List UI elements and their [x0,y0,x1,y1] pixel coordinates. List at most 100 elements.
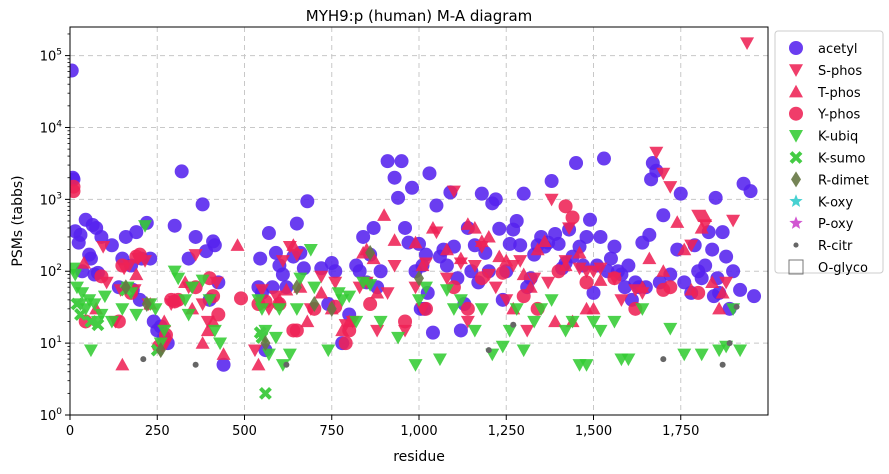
s-phos-point [520,324,535,338]
y-tick-label: 100 [40,407,63,424]
y-phos-point [211,307,226,322]
k-ubiq-point [467,324,482,338]
t-phos-point [366,251,381,265]
legend-marker-y-phos [789,106,803,121]
k-ubiq-point [418,281,433,295]
x-tick-label: 1,500 [575,424,612,439]
k-ubiq-point [694,348,709,362]
k-ubiq-point [712,344,727,358]
y-phos-point [342,323,357,338]
t-phos-point [439,242,454,256]
legend-label-r-dimet: R-dimet [818,173,869,188]
acetyl-point [439,258,454,273]
acetyl-point [733,282,748,297]
x-tick-label: 0 [66,424,74,439]
acetyl-point [705,242,720,257]
s-phos-point [649,146,664,160]
y-phos-point [94,269,109,284]
y-phos-point [565,210,580,225]
legend-frame [774,30,884,274]
legend-marker-acetyl [789,41,803,55]
k-ubiq-point [195,274,210,288]
k-ubiq-point [565,315,580,329]
acetyl-point [394,154,409,169]
legend-label-k-oxy: K-oxy [818,195,853,210]
s-phos-point [527,272,542,286]
k-ubiq-point [261,348,276,362]
acetyl-point [296,261,311,276]
k-sumo-point [84,315,98,328]
y-phos-point [398,314,413,329]
t-phos-point [387,233,402,246]
r-dimet-point [365,244,376,261]
s-phos-point [488,281,503,295]
k-ubiq-point [335,294,350,307]
s-phos-point [562,222,577,235]
k-ubiq-point [509,303,524,316]
legend-label-p-oxy: P-oxy [818,217,854,232]
k-ubiq-point [129,308,144,322]
r-citr-point [733,303,740,310]
s-phos-point [513,255,528,268]
acetyl-point [429,198,444,213]
t-phos-point [593,273,608,286]
k-ubiq-point [534,303,549,316]
t-phos-point [415,258,430,272]
acetyl-point [328,264,343,279]
t-phos-point [342,314,357,328]
acetyl-point [708,190,723,205]
s-phos-point [684,239,699,253]
t-phos-point [314,285,329,299]
k-ubiq-point [138,220,153,233]
acetyl-point [70,63,79,78]
r-dimet-point [260,335,271,352]
acetyl-point [492,221,507,236]
k-ubiq-point [87,298,102,312]
y-phos-point [474,271,489,286]
t-phos-point [712,301,727,315]
y-phos-point [579,275,594,290]
t-phos-point [408,235,423,249]
data-points [70,37,762,400]
k-ubiq-point [251,294,266,307]
t-phos-point [460,217,475,230]
t-phos-point [377,208,392,221]
k-ubiq-point [391,331,406,345]
k-ubiq-point [303,244,318,257]
s-phos-point [460,315,475,329]
r-citr-point [140,356,147,363]
t-phos-point [670,215,685,228]
legend-marker-k-oxy [789,194,803,207]
k-ubiq-point [282,348,297,362]
legend: acetyl S-phos T-phos Y-phos K-ubiq K-sumo R-di… [774,30,884,276]
k-ubiq-point [70,268,83,282]
acetyl-point [579,229,594,244]
s-phos-point [593,262,608,276]
k-ubiq-point [75,287,90,300]
t-phos-point [467,220,482,234]
acetyl-point [195,197,210,212]
t-phos-point [586,301,601,315]
t-phos-point [698,209,713,222]
k-ubiq-point [104,315,119,329]
s-phos-point [719,276,734,290]
acetyl-point [509,214,524,228]
t-phos-point [516,267,531,281]
k-ubiq-point [321,344,336,358]
t-phos-point [705,275,720,288]
legend-label-s-phos: S-phos [818,64,862,79]
acetyl-point [207,238,222,253]
legend-marker-p-oxy [789,216,803,229]
x-tick-label: 750 [319,424,344,439]
k-ubiq-point [432,353,447,367]
t-phos-point [286,238,301,251]
t-phos-point [195,336,210,349]
acetyl-point [586,285,601,300]
k-sumo-point [74,308,87,321]
r-citr-point [485,347,492,354]
t-phos-point [635,280,650,293]
s-phos-point [691,209,706,223]
s-phos-point [328,276,343,290]
acetyl-point [289,216,304,231]
